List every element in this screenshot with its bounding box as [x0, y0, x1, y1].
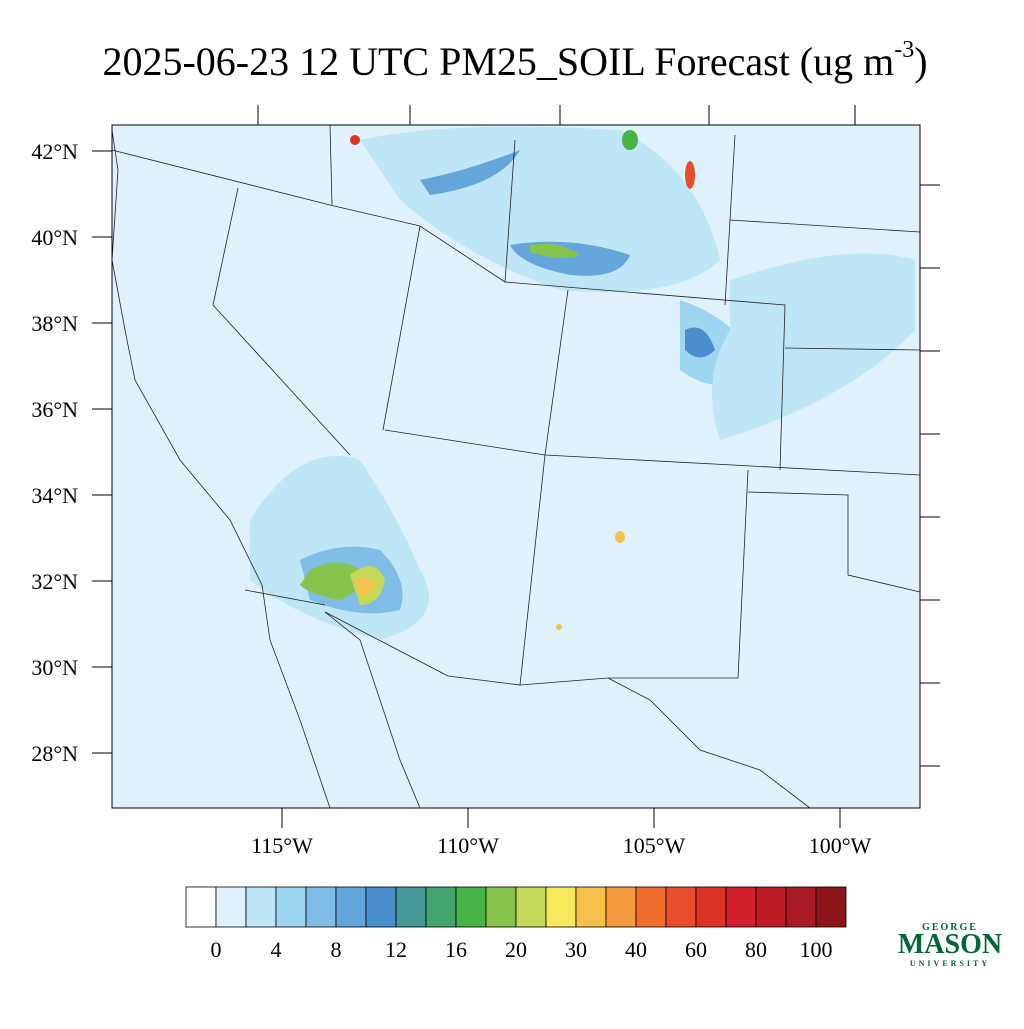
title: 2025-06-23 12 UTC PM25_SOIL Forecast (ug… [102, 37, 927, 84]
colorbar-box [515, 886, 547, 928]
lat-label: 34°N [31, 483, 78, 508]
colorbar-label: 30 [565, 937, 587, 962]
lon-label: 115°W [251, 833, 313, 858]
colorbar-label: 80 [745, 937, 767, 962]
colorbar-box [575, 886, 607, 928]
colorbar-box [785, 886, 817, 928]
lat-label: 30°N [31, 655, 78, 680]
colorbar-label: 8 [331, 937, 342, 962]
title-exponent: -3 [894, 37, 914, 63]
lon-label: 100°W [809, 833, 872, 858]
logo-bottom: UNIVERSITY [910, 959, 990, 968]
colorbar-box [275, 886, 307, 928]
colorbar-box [485, 886, 517, 928]
lat-label: 28°N [31, 741, 78, 766]
colorbar-label: 20 [505, 937, 527, 962]
colorbar-box [365, 886, 397, 928]
colorbar-box [635, 886, 667, 928]
logo-top: GEORGE [922, 922, 978, 933]
colorbar-label: 4 [271, 937, 282, 962]
colorbar-box [695, 886, 727, 928]
colorbar-label: 40 [625, 937, 647, 962]
colorbar-box [335, 886, 367, 928]
colorbar-label: 12 [385, 937, 407, 962]
colorbar-label: 16 [445, 937, 467, 962]
map [111, 105, 940, 809]
colorbar-label: 0 [211, 937, 222, 962]
title-text: 2025-06-23 12 UTC PM25_SOIL Forecast (ug… [102, 39, 894, 84]
colorbar-box [185, 886, 217, 928]
lat-label: 40°N [31, 225, 78, 250]
lat-label: 36°N [31, 397, 78, 422]
lat-label: 38°N [31, 311, 78, 336]
colorbar-box [605, 886, 637, 928]
colorbar-box [395, 886, 427, 928]
colorbar-box [725, 886, 757, 928]
colorbar-box [245, 886, 277, 928]
frame-ticks [257, 105, 940, 767]
lon-label: 105°W [623, 833, 686, 858]
colorbar-box [815, 886, 847, 928]
boundaries [111, 124, 921, 809]
concentration-field [250, 126, 915, 640]
colorbar-label: 60 [685, 937, 707, 962]
colorbar-box [545, 886, 577, 928]
map-frame [111, 124, 921, 809]
lat-label: 42°N [31, 139, 78, 164]
lon-label: 110°W [437, 833, 499, 858]
colorbar-box [425, 886, 457, 928]
colorbar-box [755, 886, 787, 928]
colorbar-label: 100 [800, 937, 833, 962]
colorbar-box [305, 886, 337, 928]
colorbar-box [215, 886, 247, 928]
lat-label: 32°N [31, 569, 78, 594]
logo: GEORGE MASON UNIVERSITY [898, 922, 1002, 968]
colorbar-box [665, 886, 697, 928]
colorbar-box [455, 886, 487, 928]
logo-main: MASON [898, 929, 1002, 960]
title-suffix: ) [914, 39, 927, 84]
